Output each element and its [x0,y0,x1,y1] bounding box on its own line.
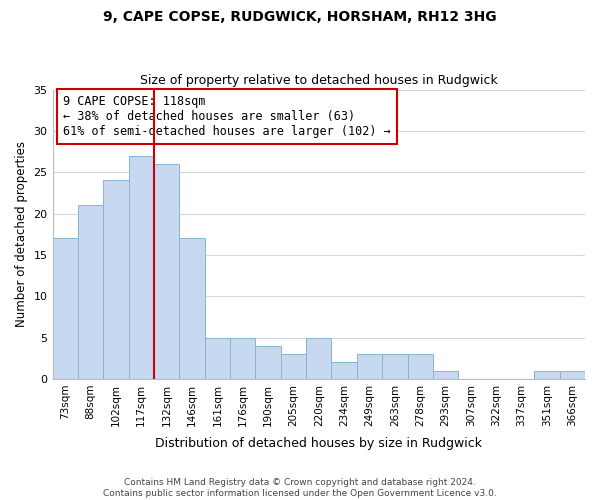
Title: Size of property relative to detached houses in Rudgwick: Size of property relative to detached ho… [140,74,497,87]
Bar [179,238,205,379]
Bar [281,354,306,379]
Bar [154,164,179,379]
Bar [306,338,331,379]
Bar [407,354,433,379]
Bar [382,354,407,379]
Text: Contains HM Land Registry data © Crown copyright and database right 2024.
Contai: Contains HM Land Registry data © Crown c… [103,478,497,498]
X-axis label: Distribution of detached houses by size in Rudgwick: Distribution of detached houses by size … [155,437,482,450]
Bar [534,370,560,379]
Text: 9 CAPE COPSE: 118sqm
← 38% of detached houses are smaller (63)
61% of semi-detac: 9 CAPE COPSE: 118sqm ← 38% of detached h… [63,96,391,138]
Bar [78,206,103,379]
Bar [560,370,585,379]
Text: 9, CAPE COPSE, RUDGWICK, HORSHAM, RH12 3HG: 9, CAPE COPSE, RUDGWICK, HORSHAM, RH12 3… [103,10,497,24]
Y-axis label: Number of detached properties: Number of detached properties [15,141,28,327]
Bar [205,338,230,379]
Bar [230,338,256,379]
Bar [331,362,357,379]
Bar [53,238,78,379]
Bar [256,346,281,379]
Bar [103,180,128,379]
Bar [433,370,458,379]
Bar [128,156,154,379]
Bar [357,354,382,379]
